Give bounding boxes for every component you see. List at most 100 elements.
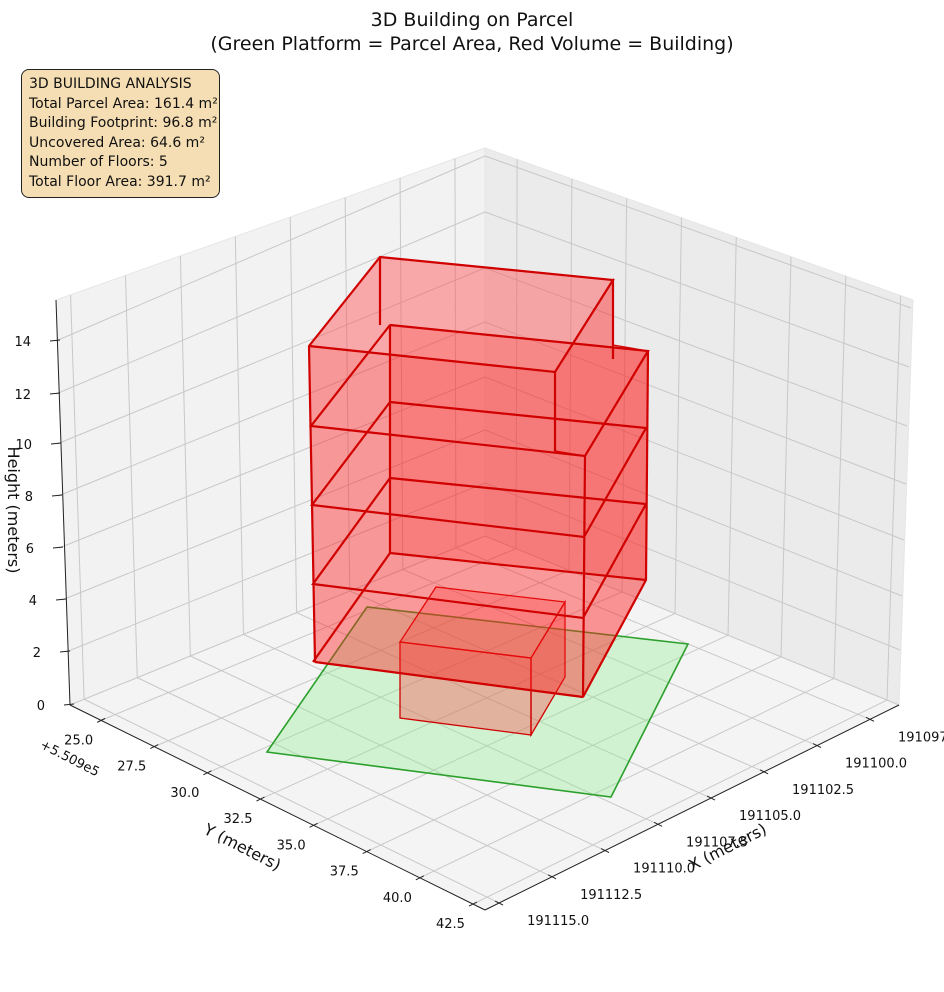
y-tick-label: 37.5 xyxy=(330,865,359,880)
y-grid-floor xyxy=(313,634,729,826)
x-grid-floor xyxy=(296,612,712,799)
y-tick-mark xyxy=(203,770,212,776)
x-grid-wall xyxy=(234,236,244,635)
info-floor-area: Total Floor Area: 391.7 m² xyxy=(29,173,211,190)
x-grid-floor xyxy=(349,590,765,773)
z-grid-right xyxy=(484,155,912,309)
x-grid-wall xyxy=(454,158,457,548)
x-tick-mark xyxy=(600,848,610,853)
y-grid-floor xyxy=(260,613,676,800)
y-grid-wall xyxy=(568,178,573,571)
ticks: 0 2 4 6 8 10 12 14 25.0 27.5 30.0 32.5 35.0 37.5 40.0 4… xyxy=(14,335,944,932)
y-grid-wall xyxy=(621,198,628,592)
x-grid-wall xyxy=(289,216,298,613)
x-tick-mark xyxy=(494,900,504,906)
small-box-top xyxy=(398,586,567,659)
x-grid-wall xyxy=(124,275,138,678)
y-tick-mark xyxy=(256,796,265,802)
y-grid-wall xyxy=(515,159,518,549)
z-tick-mark xyxy=(63,703,75,706)
x-grid-wall xyxy=(179,255,191,657)
info-footprint: Building Footprint: 96.8 m² xyxy=(29,115,218,131)
z-grid-right xyxy=(484,321,907,485)
y-grid-wall xyxy=(727,237,737,636)
z-grid-right xyxy=(484,482,901,651)
x-tick-label: 191115.0 xyxy=(527,914,589,929)
z-tick-label: 2 xyxy=(33,646,41,661)
axis-lines xyxy=(55,299,900,911)
y-tick-mark xyxy=(362,849,371,855)
z-grid-right xyxy=(484,211,910,368)
x-grid-wall xyxy=(399,178,404,570)
x-grid-floor xyxy=(243,633,659,825)
x-grid-floor xyxy=(402,569,818,747)
y-grid-floor xyxy=(419,678,835,879)
tower-rear-block xyxy=(389,324,649,581)
z-grid-left xyxy=(61,429,486,601)
y-grid-wall xyxy=(674,217,682,614)
y-grid-wall xyxy=(886,295,902,701)
chart-title-line1: 3D Building on Parcel xyxy=(371,9,574,31)
x-tick-mark xyxy=(653,821,663,827)
y-grid-wall xyxy=(833,276,847,679)
y-tick-mark xyxy=(150,744,159,750)
y-tick-label: 30.0 xyxy=(170,786,199,801)
info-uncovered: Uncovered Area: 64.6 m² xyxy=(29,134,205,151)
y-tick-mark xyxy=(468,901,478,907)
z-grid-left xyxy=(69,535,486,706)
y-tick-label: 27.5 xyxy=(117,760,146,775)
y-grid-floor xyxy=(472,699,888,905)
z-grid-left xyxy=(55,155,486,342)
info-floors: Number of Floors: 5 xyxy=(29,154,168,170)
y-tick-mark xyxy=(309,822,318,828)
y-tick-label: 35.0 xyxy=(277,838,306,853)
x-tick-label: 191112.5 xyxy=(580,888,642,903)
x-grid-wall xyxy=(70,294,85,700)
x-tick-label: 191105.0 xyxy=(739,809,801,824)
y-tick-label: 42.5 xyxy=(436,917,465,932)
x-tick-mark xyxy=(812,743,822,749)
y-grid-floor xyxy=(366,656,782,853)
z-tick-label: 14 xyxy=(14,335,31,350)
x-tick-mark xyxy=(547,874,557,880)
y-grid-floor xyxy=(100,548,517,721)
z-axis-label: Height (meters) xyxy=(4,447,23,574)
z-grid-right xyxy=(484,535,900,706)
x-grid-floor xyxy=(137,677,553,878)
x-tick-label: 191100.0 xyxy=(845,757,907,772)
chart-title-line2: (Green Platform = Parcel Area, Red Volum… xyxy=(210,33,733,55)
y-tick-label: 40.0 xyxy=(383,891,412,906)
x-tick-mark xyxy=(706,795,716,801)
z-tick-mark xyxy=(51,494,63,497)
x-grid-floor xyxy=(83,698,500,904)
x-tick-label: 191110.0 xyxy=(633,862,695,877)
x-tick-mark xyxy=(759,769,769,775)
z-tick-label: 12 xyxy=(14,388,31,403)
z-tick-mark xyxy=(59,650,71,653)
x-tick-mark xyxy=(865,716,875,722)
z-tick-label: 8 xyxy=(25,490,33,505)
z-tick-mark xyxy=(55,598,67,601)
x-grid-floor xyxy=(455,547,871,720)
y-grid-wall xyxy=(780,256,792,657)
y-tick-mark xyxy=(96,717,106,723)
x-tick-label: 191107.5 xyxy=(686,835,748,850)
y-tick-label: 32.5 xyxy=(224,812,253,827)
x-tick-label: 191102.5 xyxy=(792,783,854,798)
z-tick-mark xyxy=(52,546,64,549)
x-grid-wall xyxy=(344,197,351,592)
z-grid-left xyxy=(55,211,486,395)
z-tick-label: 10 xyxy=(15,438,32,453)
x-grid-floor xyxy=(190,655,606,852)
z-tick-label: 4 xyxy=(29,594,37,609)
analysis-info-box: 3D BUILDING ANALYSIS Total Parcel Area: … xyxy=(21,69,220,198)
z-grid-right xyxy=(484,429,903,597)
grid-lines xyxy=(55,155,912,905)
info-parcel-area: Total Parcel Area: 161.4 m² xyxy=(29,95,218,112)
z-tick-mark xyxy=(49,339,61,342)
z-tick-label: 6 xyxy=(26,542,34,557)
y-axis-label: Y (meters) xyxy=(200,819,284,874)
z-tick-mark xyxy=(49,392,61,395)
z-grid-right xyxy=(484,267,908,427)
